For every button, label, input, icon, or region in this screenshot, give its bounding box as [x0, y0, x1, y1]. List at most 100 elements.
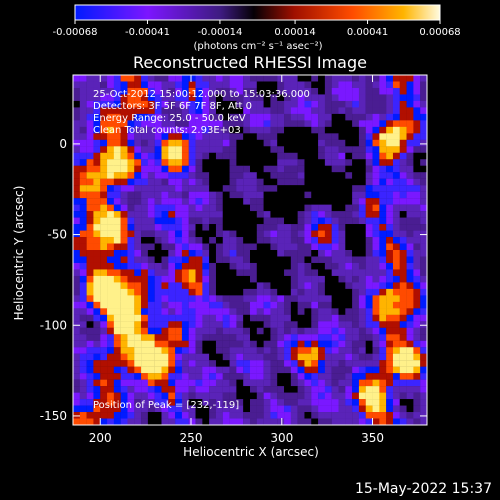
heatmap-cell: [304, 262, 312, 270]
heatmap-cell: [379, 373, 387, 380]
heatmap-cell: [406, 75, 414, 82]
heatmap-cell: [290, 217, 298, 225]
heatmap-cell: [86, 133, 94, 140]
heatmap-cell: [379, 295, 387, 302]
heatmap-cell: [168, 152, 176, 160]
heatmap-cell: [379, 334, 387, 341]
heatmap-cell: [100, 204, 108, 212]
heatmap-cell: [93, 139, 101, 147]
heatmap-cell: [270, 314, 278, 322]
heatmap-cell: [215, 386, 223, 393]
heatmap-cell: [386, 412, 394, 419]
heatmap-cell: [86, 75, 94, 82]
heatmap-cell: [318, 418, 326, 425]
heatmap-cell: [284, 418, 291, 425]
heatmap-cell: [365, 198, 373, 205]
heatmap-cell: [413, 172, 421, 179]
heatmap-cell: [256, 133, 264, 140]
heatmap-cell: [86, 100, 94, 108]
heatmap-cell: [236, 412, 244, 419]
heatmap-cell: [331, 386, 339, 393]
heatmap-cell: [372, 230, 380, 238]
heatmap-cell: [392, 133, 400, 140]
heatmap-cell: [372, 360, 380, 367]
heatmap-cell: [399, 94, 407, 102]
heatmap-cell: [399, 230, 407, 238]
heatmap-cell: [379, 288, 387, 296]
heatmap-cell: [113, 107, 121, 115]
heatmap-cell: [297, 373, 305, 380]
heatmap-cell: [413, 159, 421, 166]
heatmap-cell: [127, 87, 135, 95]
heatmap-cell: [215, 334, 223, 341]
heatmap-cell: [392, 178, 400, 186]
heatmap-cell: [229, 386, 237, 393]
heatmap-cell: [113, 256, 121, 264]
heatmap-cell: [331, 250, 339, 257]
heatmap-cell: [107, 256, 114, 264]
heatmap-cell: [107, 308, 114, 315]
heatmap-cell: [175, 224, 183, 231]
heatmap-cell: [107, 230, 114, 238]
heatmap-cell: [161, 308, 169, 315]
heatmap-cell: [222, 198, 230, 205]
heatmap-cell: [318, 275, 326, 283]
heatmap-cell: [311, 288, 319, 296]
heatmap-cell: [93, 308, 101, 315]
heatmap-cell: [352, 301, 360, 309]
heatmap-cell: [386, 340, 394, 348]
heatmap-cell: [270, 262, 278, 270]
heatmap-cell: [392, 87, 400, 95]
heatmap-cell: [318, 152, 326, 160]
heatmap-cell: [324, 87, 332, 95]
heatmap-cell: [168, 327, 176, 335]
heatmap-cell: [100, 373, 108, 380]
heatmap-cell: [318, 399, 326, 406]
heatmap-cell: [120, 159, 128, 166]
heatmap-cell: [379, 191, 387, 199]
heatmap-cell: [277, 269, 285, 277]
heatmap-cell: [372, 347, 380, 354]
heatmap-cell: [345, 340, 353, 348]
heatmap-cell: [304, 81, 312, 89]
heatmap-cell: [100, 198, 108, 205]
heatmap-cell: [379, 159, 387, 166]
heatmap-cell: [202, 113, 210, 121]
heatmap-cell: [358, 237, 366, 244]
heatmap-cell: [175, 269, 183, 277]
heatmap-cell: [181, 379, 189, 387]
heatmap-cell: [290, 94, 298, 102]
heatmap-cell: [399, 386, 407, 393]
heatmap-cell: [270, 347, 278, 354]
heatmap-cell: [168, 185, 176, 192]
heatmap-cell: [365, 230, 373, 238]
heatmap-cell: [79, 412, 87, 419]
heatmap-cell: [331, 314, 339, 322]
heatmap-cell: [284, 399, 291, 406]
heatmap-cell: [127, 275, 135, 283]
heatmap-cell: [297, 237, 305, 244]
heatmap-cell: [168, 75, 176, 82]
heatmap-cell: [365, 113, 373, 121]
heatmap-cell: [284, 217, 291, 225]
heatmap-cell: [270, 288, 278, 296]
heatmap-cell: [209, 198, 217, 205]
heatmap-cell: [345, 126, 353, 134]
heatmap-cell: [345, 230, 353, 238]
heatmap-cell: [331, 204, 339, 212]
heatmap-cell: [379, 217, 387, 225]
heatmap-cell: [413, 275, 421, 283]
heatmap-cell: [420, 379, 427, 387]
heatmap-cell: [386, 405, 394, 413]
heatmap-cell: [147, 81, 155, 89]
heatmap-cell: [141, 237, 149, 244]
heatmap-cell: [86, 224, 94, 231]
heatmap-cell: [236, 288, 244, 296]
heatmap-cell: [256, 386, 264, 393]
heatmap-cell: [263, 126, 271, 134]
heatmap-cell: [147, 308, 155, 315]
heatmap-cell: [372, 139, 380, 147]
heatmap-cell: [311, 412, 319, 419]
heatmap-cell: [372, 198, 380, 205]
heatmap-cell: [154, 211, 162, 218]
